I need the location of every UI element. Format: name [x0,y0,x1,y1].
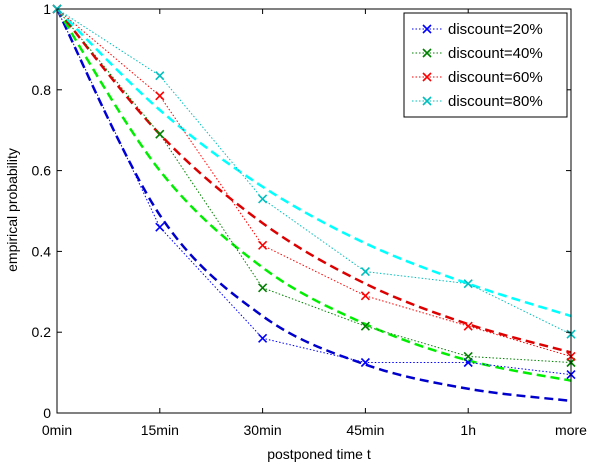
legend-box [403,12,568,118]
x-tick-label: 15min [141,422,179,438]
legend-entry-2: discount=40% [448,45,543,62]
series-line-3 [56,8,572,357]
series-line-4 [56,8,572,335]
legend: discount=20% discount=40% discount=60% disc… [403,12,568,118]
x-tick-label: 30min [244,422,282,438]
fit-curve-2 [55,8,572,382]
data-point-marker [258,333,268,343]
data-point-marker [155,129,165,139]
data-point-marker [360,321,370,331]
data-point-marker [258,240,268,250]
legend-swatch-marker [422,24,432,34]
y-tick-label: 0 [43,405,51,421]
x-tick-label: more [555,422,587,438]
x-tick-label: 1h [460,422,476,438]
fit-curve-3 [56,8,572,354]
fit-curve-4 [56,8,572,318]
x-axis-label: postponed time t [267,446,371,462]
series-line-1 [56,8,572,376]
data-point-marker [360,357,370,368]
data-point-marker [155,71,165,81]
legend-entry-1: discount=20% [448,21,543,38]
data-point-marker [463,321,473,331]
plot-area [52,4,576,403]
data-point-marker [258,194,268,204]
y-tick-label: 0.8 [32,82,52,98]
y-axis-label: empirical probability [4,148,20,272]
data-point-marker [463,279,473,289]
data-point-marker [155,91,165,101]
data-point-marker [360,267,370,277]
legend-entry-4: discount=80% [448,93,543,110]
y-tick-label: 0.2 [32,324,52,340]
axes: 0min 15min 30min 45min 1h more 0 0.2 0.4 0.6 0.8 1 [32,1,588,438]
x-tick-label: 0min [42,422,72,438]
x-tick-label: 45min [346,422,384,438]
legend-entry-3: discount=60% [448,69,543,86]
y-tick-label: 0.6 [32,163,52,179]
y-tick-label: 0.4 [32,243,52,259]
data-point-marker [155,222,165,232]
legend-swatch-marker [422,72,432,82]
legend-swatch-marker [422,96,432,106]
legend-swatch-marker [422,48,432,58]
data-point-marker [258,283,268,293]
axes-box [56,8,572,414]
data-point-marker [360,291,370,301]
y-tick-label: 1 [43,1,51,17]
data-point-marker [463,351,473,362]
